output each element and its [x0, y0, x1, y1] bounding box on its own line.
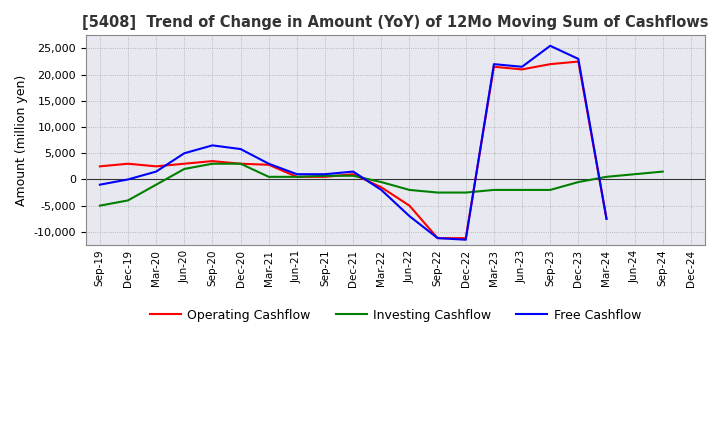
Operating Cashflow	[320, 174, 329, 180]
Free Cashflow	[180, 150, 189, 156]
Investing Cashflow	[152, 182, 161, 187]
Investing Cashflow	[518, 187, 526, 193]
Operating Cashflow	[546, 62, 554, 67]
Free Cashflow	[546, 43, 554, 48]
Free Cashflow	[292, 172, 301, 177]
Investing Cashflow	[546, 187, 554, 193]
Line: Operating Cashflow: Operating Cashflow	[100, 62, 606, 238]
Free Cashflow	[490, 62, 498, 67]
Investing Cashflow	[124, 198, 132, 203]
Operating Cashflow	[180, 161, 189, 166]
Investing Cashflow	[349, 173, 358, 178]
Operating Cashflow	[264, 162, 273, 167]
Investing Cashflow	[180, 166, 189, 172]
Operating Cashflow	[602, 216, 611, 221]
Operating Cashflow	[208, 158, 217, 164]
Free Cashflow	[152, 169, 161, 174]
Free Cashflow	[264, 161, 273, 166]
Y-axis label: Amount (million yen): Amount (million yen)	[15, 74, 28, 206]
Free Cashflow	[349, 169, 358, 174]
Operating Cashflow	[152, 164, 161, 169]
Investing Cashflow	[659, 169, 667, 174]
Operating Cashflow	[349, 172, 358, 177]
Free Cashflow	[574, 56, 582, 62]
Investing Cashflow	[574, 180, 582, 185]
Investing Cashflow	[377, 180, 386, 185]
Investing Cashflow	[208, 161, 217, 166]
Operating Cashflow	[124, 161, 132, 166]
Investing Cashflow	[320, 173, 329, 178]
Investing Cashflow	[490, 187, 498, 193]
Free Cashflow	[405, 213, 414, 219]
Investing Cashflow	[236, 161, 245, 166]
Investing Cashflow	[602, 174, 611, 180]
Operating Cashflow	[405, 203, 414, 208]
Operating Cashflow	[462, 235, 470, 241]
Investing Cashflow	[292, 174, 301, 180]
Free Cashflow	[208, 143, 217, 148]
Investing Cashflow	[433, 190, 442, 195]
Operating Cashflow	[236, 161, 245, 166]
Free Cashflow	[320, 172, 329, 177]
Free Cashflow	[602, 216, 611, 221]
Free Cashflow	[518, 64, 526, 70]
Operating Cashflow	[574, 59, 582, 64]
Operating Cashflow	[433, 235, 442, 241]
Free Cashflow	[124, 177, 132, 182]
Operating Cashflow	[377, 185, 386, 190]
Operating Cashflow	[490, 64, 498, 70]
Investing Cashflow	[630, 172, 639, 177]
Line: Investing Cashflow: Investing Cashflow	[100, 164, 663, 205]
Legend: Operating Cashflow, Investing Cashflow, Free Cashflow: Operating Cashflow, Investing Cashflow, …	[145, 304, 646, 327]
Free Cashflow	[462, 237, 470, 242]
Operating Cashflow	[292, 174, 301, 180]
Line: Free Cashflow: Free Cashflow	[100, 46, 606, 240]
Investing Cashflow	[462, 190, 470, 195]
Free Cashflow	[236, 147, 245, 152]
Free Cashflow	[377, 187, 386, 193]
Investing Cashflow	[405, 187, 414, 193]
Operating Cashflow	[518, 67, 526, 72]
Free Cashflow	[96, 182, 104, 187]
Title: [5408]  Trend of Change in Amount (YoY) of 12Mo Moving Sum of Cashflows: [5408] Trend of Change in Amount (YoY) o…	[82, 15, 708, 30]
Investing Cashflow	[96, 203, 104, 208]
Investing Cashflow	[264, 174, 273, 180]
Operating Cashflow	[96, 164, 104, 169]
Free Cashflow	[433, 235, 442, 241]
